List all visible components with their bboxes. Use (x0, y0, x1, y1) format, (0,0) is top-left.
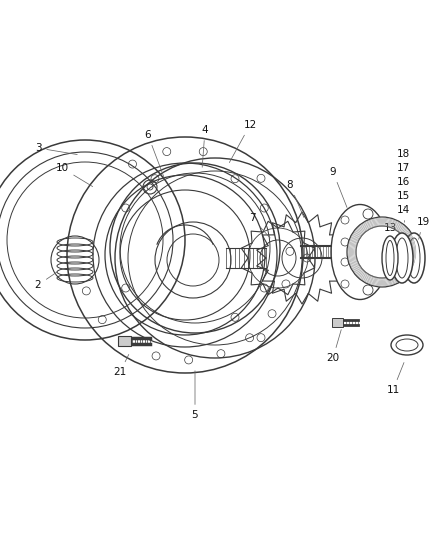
Circle shape (356, 226, 408, 278)
Bar (332, 318, 343, 327)
Circle shape (347, 217, 417, 287)
Ellipse shape (391, 233, 413, 283)
Text: 7: 7 (249, 213, 270, 238)
Text: 4: 4 (201, 125, 208, 167)
Text: 11: 11 (386, 362, 404, 395)
Text: 10: 10 (56, 163, 92, 187)
Text: 2: 2 (35, 272, 58, 290)
Ellipse shape (382, 236, 398, 280)
Text: 9: 9 (330, 167, 347, 207)
Ellipse shape (403, 233, 425, 283)
Ellipse shape (391, 335, 423, 355)
Text: 3: 3 (35, 143, 77, 155)
Text: 14: 14 (396, 205, 410, 222)
Text: 13: 13 (383, 223, 397, 243)
Text: 15: 15 (396, 191, 410, 207)
Ellipse shape (331, 205, 389, 300)
Text: 8: 8 (287, 180, 304, 217)
Text: 12: 12 (230, 120, 257, 163)
Text: 18: 18 (396, 149, 410, 165)
Text: 5: 5 (192, 371, 198, 420)
Text: 21: 21 (113, 354, 129, 377)
Text: 19: 19 (417, 217, 430, 239)
Text: 20: 20 (326, 330, 341, 363)
Text: 17: 17 (396, 163, 410, 179)
Text: 6: 6 (145, 130, 164, 177)
Text: 16: 16 (396, 177, 410, 193)
Bar (118, 336, 131, 346)
